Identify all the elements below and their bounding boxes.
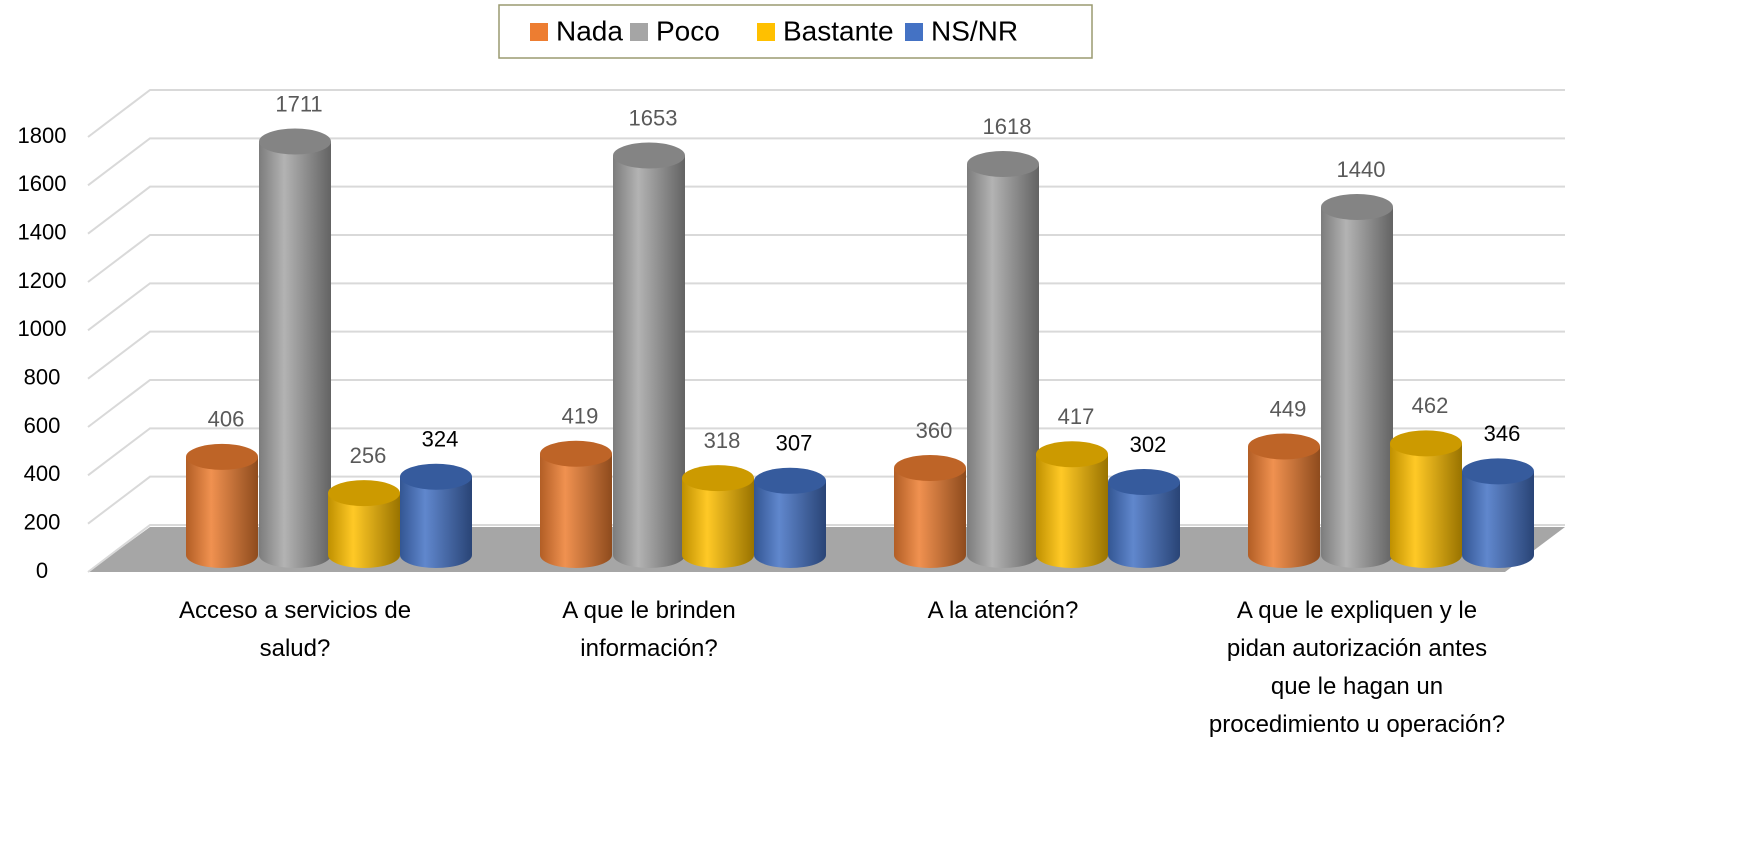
y-tick-label: 400 (24, 461, 61, 486)
data-label: 449 (1270, 396, 1307, 421)
y-tick-label: 200 (24, 509, 61, 534)
bar-top (186, 443, 258, 470)
bar-top (1462, 458, 1534, 485)
y-tick-label: 0 (36, 558, 48, 583)
bar (1108, 482, 1180, 568)
bar (1390, 443, 1462, 568)
legend-label: Poco (656, 15, 720, 46)
grid-line (87, 379, 1565, 428)
data-label: 302 (1130, 432, 1167, 457)
y-tick-label: 1600 (18, 171, 67, 196)
grid-line (87, 89, 1565, 138)
legend-label: Bastante (783, 15, 894, 46)
bar (400, 476, 472, 568)
data-label: 324 (422, 427, 459, 452)
data-label: 417 (1058, 404, 1095, 429)
legend-swatch (630, 23, 648, 41)
x-tick-label: Acceso a servicios de salud? (178, 597, 412, 662)
bar (682, 478, 754, 568)
bar (1462, 471, 1534, 568)
bar-top (259, 128, 331, 155)
data-label: 419 (562, 404, 599, 429)
x-tick-label-box: Acceso a servicios de salud? (178, 597, 412, 662)
bar (259, 141, 331, 568)
legend-label: Nada (556, 15, 623, 46)
legend-swatch (530, 23, 548, 41)
bar (1248, 446, 1320, 568)
bar-top (754, 467, 826, 494)
bar-top (1248, 433, 1320, 460)
bar (613, 155, 685, 568)
grid-line (87, 330, 1565, 380)
y-tick-label: 1200 (18, 268, 67, 293)
grid-line (87, 234, 1565, 283)
data-label: 1711 (275, 91, 322, 116)
legend-label: NS/NR (931, 15, 1018, 46)
bar (894, 468, 966, 568)
legend-swatch (905, 23, 923, 41)
bar-top (1321, 194, 1393, 220)
data-label: 318 (704, 428, 741, 453)
data-label: 1440 (1337, 157, 1386, 182)
bar (328, 493, 400, 568)
bar (186, 456, 258, 568)
data-label: 256 (350, 443, 387, 468)
data-label: 360 (916, 418, 953, 443)
bar-top (400, 463, 472, 490)
x-tick-label: A la atención? (927, 597, 1079, 624)
bar-top (328, 480, 400, 507)
bar-top (682, 465, 754, 492)
x-tick-label-box: A que le brinden información? (562, 597, 736, 662)
bar (754, 480, 826, 568)
grid-line (87, 137, 1565, 187)
y-tick-label: 600 (24, 413, 61, 438)
x-tick-label: A que le expliquen y le pidan autorizaci… (1208, 597, 1506, 738)
data-label: 462 (1412, 393, 1449, 418)
grid-line (87, 185, 1565, 235)
bar-top (1390, 430, 1462, 457)
bar-top (1108, 469, 1180, 496)
data-label: 1618 (983, 114, 1032, 139)
y-tick-label: 1800 (18, 123, 67, 148)
data-label: 1653 (629, 105, 678, 130)
legend-swatch (757, 23, 775, 41)
x-tick-label-box: A la atención? (927, 597, 1079, 624)
bar-top (613, 142, 685, 169)
x-tick-label: A que le brinden información? (562, 597, 736, 662)
bar (1321, 207, 1393, 568)
x-tick-label-box: A que le expliquen y le pidan autorizaci… (1208, 597, 1506, 738)
y-tick-label: 800 (24, 364, 61, 389)
bar (540, 453, 612, 568)
data-label: 307 (776, 431, 813, 456)
legend-box (498, 4, 1093, 59)
bar-top (540, 440, 612, 467)
y-tick-label: 1000 (18, 316, 67, 341)
grid-line (87, 282, 1565, 332)
bar-top (967, 150, 1039, 177)
bar-top (1036, 441, 1108, 468)
bar (967, 163, 1039, 568)
y-tick-label: 1400 (18, 219, 67, 244)
bar-top (894, 455, 966, 481)
grid-line (87, 427, 1565, 477)
bar (1036, 454, 1108, 568)
data-label: 346 (1484, 421, 1521, 446)
data-label: 406 (208, 407, 245, 432)
